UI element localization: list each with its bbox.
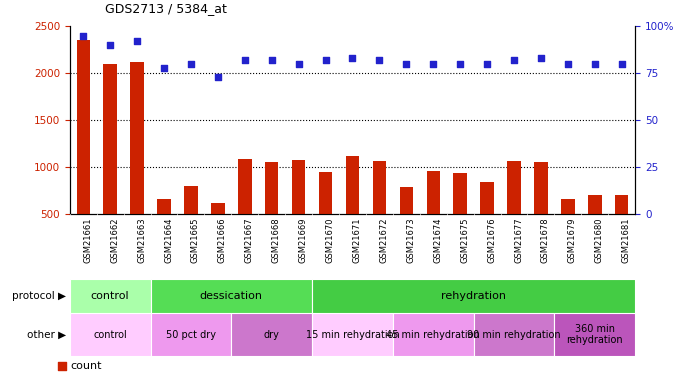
Point: [239, 57, 251, 63]
Point: [131, 38, 142, 44]
Bar: [474, 313, 554, 356]
Text: GSM21670: GSM21670: [325, 217, 334, 262]
Text: 15 min rehydration: 15 min rehydration: [306, 330, 399, 340]
Bar: [77, 40, 90, 214]
Bar: [426, 171, 440, 214]
Text: GSM21678: GSM21678: [541, 217, 550, 262]
Point: [105, 42, 116, 48]
Bar: [373, 161, 386, 214]
Text: rehydration: rehydration: [441, 291, 506, 301]
Bar: [157, 199, 171, 214]
Text: GSM21680: GSM21680: [595, 217, 604, 262]
Bar: [615, 195, 628, 214]
Text: GSM21672: GSM21672: [380, 217, 388, 262]
Point: [392, 116, 403, 122]
Text: GSM21665: GSM21665: [191, 217, 200, 262]
Point: [401, 61, 412, 67]
Bar: [588, 195, 602, 214]
Bar: [151, 313, 231, 356]
Point: [374, 57, 385, 63]
Bar: [151, 279, 312, 313]
Text: GSM21669: GSM21669: [299, 217, 308, 262]
Point: [508, 57, 519, 63]
Bar: [70, 279, 151, 313]
Text: GSM21675: GSM21675: [460, 217, 469, 262]
Bar: [454, 173, 467, 214]
Bar: [312, 279, 635, 313]
Bar: [292, 160, 306, 214]
Point: [158, 64, 170, 70]
Text: dry: dry: [264, 330, 280, 340]
Point: [563, 61, 574, 67]
Bar: [131, 62, 144, 214]
Text: 360 min
rehydration: 360 min rehydration: [567, 324, 623, 345]
Text: count: count: [70, 361, 102, 370]
Text: GSM21676: GSM21676: [487, 217, 496, 262]
Bar: [238, 159, 251, 214]
Bar: [70, 313, 151, 356]
Bar: [480, 182, 494, 214]
Text: GSM21671: GSM21671: [352, 217, 362, 262]
Point: [320, 57, 331, 63]
Point: [535, 55, 547, 61]
Text: GSM21674: GSM21674: [433, 217, 443, 262]
Text: 90 min rehydration: 90 min rehydration: [467, 330, 560, 340]
Bar: [184, 186, 198, 214]
Text: other ▶: other ▶: [27, 330, 66, 340]
Text: GSM21681: GSM21681: [622, 217, 631, 262]
Text: GSM21664: GSM21664: [164, 217, 173, 262]
Text: GSM21677: GSM21677: [514, 217, 523, 262]
Text: GSM21667: GSM21667: [245, 217, 254, 262]
Point: [212, 74, 223, 80]
Point: [428, 61, 439, 67]
Text: GSM21666: GSM21666: [218, 217, 227, 262]
Text: protocol ▶: protocol ▶: [13, 291, 66, 301]
Point: [454, 61, 466, 67]
Text: GSM21668: GSM21668: [272, 217, 281, 262]
Bar: [312, 313, 393, 356]
Text: 50 pct dry: 50 pct dry: [166, 330, 216, 340]
Text: GSM21661: GSM21661: [83, 217, 92, 262]
Bar: [103, 64, 117, 214]
Bar: [534, 162, 548, 214]
Text: GSM21673: GSM21673: [406, 217, 415, 262]
Text: GDS2713 / 5384_at: GDS2713 / 5384_at: [105, 2, 227, 15]
Bar: [211, 202, 225, 214]
Point: [266, 57, 277, 63]
Point: [392, 287, 403, 293]
Text: GSM21679: GSM21679: [568, 217, 577, 262]
Bar: [561, 199, 574, 214]
Text: control: control: [91, 291, 130, 301]
Bar: [319, 172, 332, 214]
Bar: [554, 313, 635, 356]
Bar: [393, 313, 474, 356]
Bar: [346, 156, 359, 214]
Text: GSM21663: GSM21663: [137, 217, 146, 262]
Point: [347, 55, 358, 61]
Text: GSM21662: GSM21662: [110, 217, 119, 262]
Bar: [399, 187, 413, 214]
Point: [293, 61, 304, 67]
Point: [482, 61, 493, 67]
Bar: [231, 313, 312, 356]
Text: control: control: [94, 330, 127, 340]
Point: [616, 61, 628, 67]
Text: dessication: dessication: [200, 291, 263, 301]
Point: [589, 61, 600, 67]
Bar: [507, 161, 521, 214]
Point: [186, 61, 197, 67]
Text: 45 min rehydration: 45 min rehydration: [387, 330, 480, 340]
Point: [77, 33, 89, 39]
Bar: [265, 162, 279, 214]
